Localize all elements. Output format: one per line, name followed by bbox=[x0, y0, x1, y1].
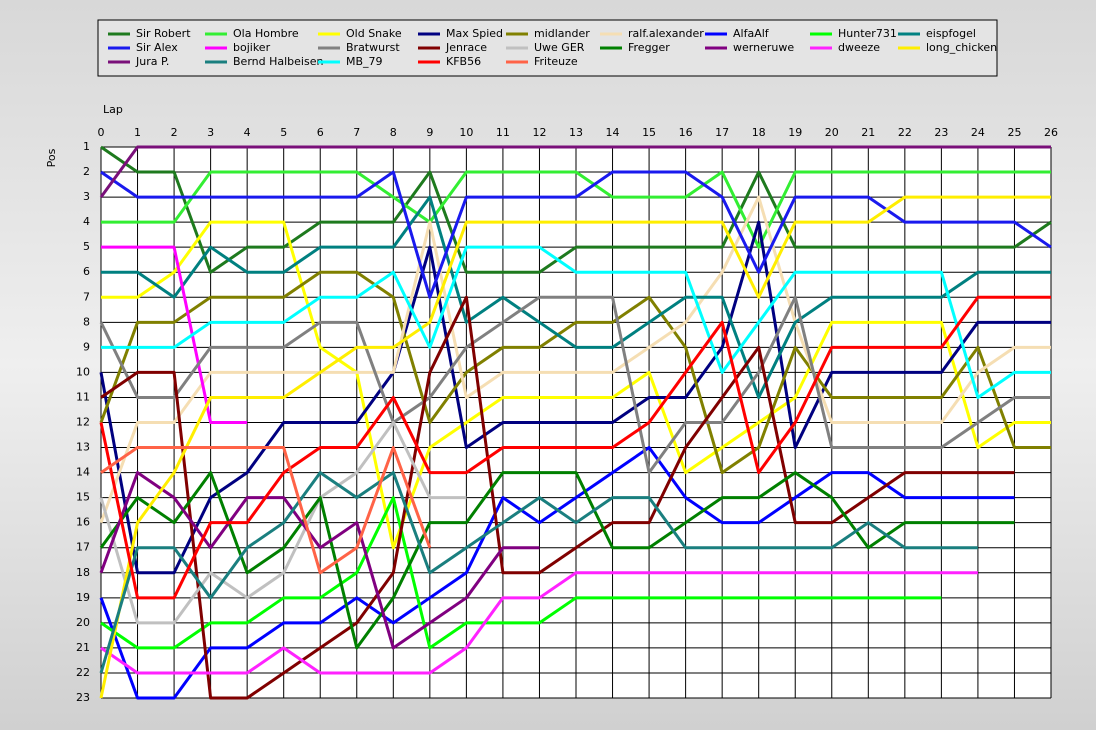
legend-label: Uwe GER bbox=[534, 41, 585, 54]
legend-label: Fregger bbox=[628, 41, 670, 54]
series-line bbox=[101, 170, 1051, 249]
series-line bbox=[101, 245, 248, 424]
legend-label: bojiker bbox=[233, 41, 271, 54]
series-line bbox=[100, 170, 1052, 299]
y-tick-label: 18 bbox=[76, 566, 90, 579]
y-tick-label: 12 bbox=[76, 416, 90, 429]
legend-label: long_chicken bbox=[926, 41, 997, 54]
x-tick-label: 5 bbox=[280, 126, 287, 139]
y-tick-label: 22 bbox=[76, 666, 90, 679]
legend-label: ralf.alexander bbox=[628, 27, 704, 40]
series-line bbox=[100, 295, 1015, 700]
y-axis-label: Pos bbox=[45, 148, 58, 167]
series-line bbox=[100, 496, 942, 650]
x-tick-label: 17 bbox=[715, 126, 729, 139]
y-tick-label: 2 bbox=[83, 165, 90, 178]
legend-box bbox=[97, 19, 998, 77]
y-tick-label: 17 bbox=[76, 541, 90, 554]
x-tick-label: 19 bbox=[788, 126, 802, 139]
legend-label: eispfogel bbox=[926, 27, 976, 40]
x-tick-label: 14 bbox=[606, 126, 620, 139]
series-line bbox=[99, 145, 1051, 198]
x-tick-label: 12 bbox=[532, 126, 546, 139]
series-line bbox=[100, 145, 1052, 274]
legend-label: Hunter731 bbox=[838, 27, 897, 40]
x-tick-label: 26 bbox=[1044, 126, 1058, 139]
x-tick-label: 2 bbox=[171, 126, 178, 139]
series-line bbox=[99, 220, 1051, 575]
y-tick-label: 20 bbox=[76, 616, 90, 629]
y-tick-label: 13 bbox=[76, 441, 90, 454]
series-line bbox=[99, 471, 978, 674]
legend-label: Friteuze bbox=[534, 55, 578, 68]
x-tick-label: 22 bbox=[898, 126, 912, 139]
y-tick-label: 16 bbox=[76, 516, 90, 529]
x-tick-label: 11 bbox=[496, 126, 510, 139]
y-tick-label: 8 bbox=[83, 315, 90, 328]
series-line bbox=[99, 195, 1051, 524]
legend-label: Max Spied bbox=[446, 27, 503, 40]
x-axis-label: Lap bbox=[103, 103, 123, 116]
x-tick-label: 16 bbox=[679, 126, 693, 139]
y-tick-label: 9 bbox=[83, 340, 90, 353]
x-tick-label: 7 bbox=[353, 126, 360, 139]
series-line bbox=[99, 195, 1051, 699]
x-tick-label: 9 bbox=[426, 126, 433, 139]
y-tick-label: 15 bbox=[76, 491, 90, 504]
x-tick-label: 10 bbox=[459, 126, 473, 139]
legend-label: dweeze bbox=[838, 41, 880, 54]
legend-label: AlfaAlf bbox=[733, 27, 770, 40]
series-line bbox=[99, 295, 1051, 600]
y-tick-label: 19 bbox=[76, 591, 90, 604]
x-tick-label: 3 bbox=[207, 126, 214, 139]
legend-label: Sir Alex bbox=[136, 41, 178, 54]
series-line bbox=[99, 270, 1051, 475]
x-tick-label: 21 bbox=[861, 126, 875, 139]
x-tick-label: 13 bbox=[569, 126, 583, 139]
legend-label: KFB56 bbox=[446, 55, 481, 68]
x-tick-label: 4 bbox=[244, 126, 251, 139]
series-line bbox=[101, 245, 1051, 399]
x-tick-label: 20 bbox=[825, 126, 839, 139]
series-line bbox=[99, 421, 467, 625]
legend-label: Jenrace bbox=[445, 41, 487, 54]
y-tick-label: 4 bbox=[83, 215, 90, 228]
y-tick-label: 3 bbox=[83, 190, 90, 203]
legend-label: Bernd Halbeisen bbox=[233, 55, 323, 68]
series-line bbox=[101, 195, 1051, 399]
y-tick-label: 23 bbox=[76, 691, 90, 704]
y-tick-label: 11 bbox=[76, 390, 90, 403]
legend-label: Bratwurst bbox=[346, 41, 400, 54]
series-line bbox=[99, 471, 540, 650]
y-tick-label: 7 bbox=[83, 290, 90, 303]
series-line bbox=[99, 295, 1051, 475]
y-tick-label: 10 bbox=[76, 365, 90, 378]
x-tick-label: 15 bbox=[642, 126, 656, 139]
x-tick-label: 8 bbox=[390, 126, 397, 139]
series-line bbox=[101, 220, 1051, 550]
y-tick-label: 6 bbox=[83, 265, 90, 278]
x-tick-label: 0 bbox=[98, 126, 105, 139]
y-tick-label: 21 bbox=[76, 641, 90, 654]
series-line bbox=[99, 471, 1015, 650]
x-tick-label: 25 bbox=[1007, 126, 1021, 139]
legend-label: Ola Hombre bbox=[233, 27, 299, 40]
x-tick-label: 24 bbox=[971, 126, 985, 139]
series-line bbox=[100, 446, 432, 575]
legend-label: werneruwe bbox=[733, 41, 794, 54]
y-tick-label: 1 bbox=[83, 140, 90, 153]
legend-label: Old Snake bbox=[346, 27, 402, 40]
x-tick-label: 1 bbox=[134, 126, 141, 139]
legend-label: midlander bbox=[534, 27, 590, 40]
x-tick-label: 6 bbox=[317, 126, 324, 139]
x-tick-label: 18 bbox=[752, 126, 766, 139]
series-line bbox=[100, 571, 978, 675]
y-tick-label: 5 bbox=[83, 240, 90, 253]
legend-label: MB_79 bbox=[346, 55, 383, 68]
y-tick-label: 14 bbox=[76, 466, 90, 479]
legend-label: Jura P. bbox=[135, 55, 169, 68]
x-tick-label: 23 bbox=[934, 126, 948, 139]
legend-label: Sir Robert bbox=[136, 27, 191, 40]
